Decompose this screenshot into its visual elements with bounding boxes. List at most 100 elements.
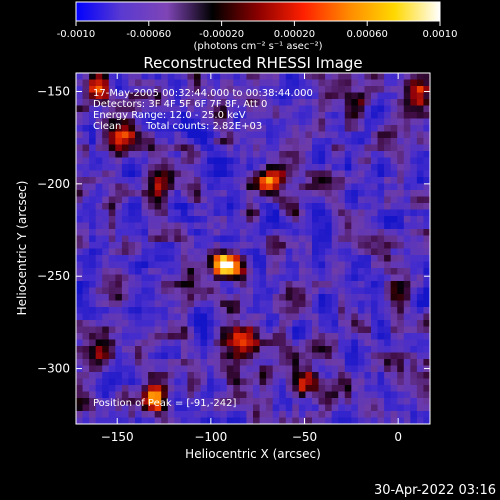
heatmap-cell xyxy=(318,86,326,93)
heatmap-cell xyxy=(148,287,156,295)
heatmap-cell xyxy=(220,333,228,340)
heatmap-cell xyxy=(279,281,287,288)
heatmap-cell xyxy=(246,196,254,204)
heatmap-cell xyxy=(416,92,424,100)
heatmap-cell xyxy=(292,209,300,217)
heatmap-cell xyxy=(95,242,103,249)
heatmap-cell xyxy=(410,118,418,126)
heatmap-cell xyxy=(174,144,182,152)
heatmap-cell xyxy=(207,190,215,197)
heatmap-cell xyxy=(279,365,287,373)
heatmap-cell xyxy=(266,203,274,210)
heatmap-cell xyxy=(76,105,83,113)
heatmap-cell xyxy=(180,261,188,269)
axis-ticks: −150 −100 −50 0−150−200−250−300 xyxy=(37,73,430,444)
heatmap-cell xyxy=(377,209,385,217)
heatmap-cell xyxy=(423,216,430,223)
heatmap-cell xyxy=(325,138,333,145)
heatmap-cell xyxy=(312,92,319,100)
heatmap-cell xyxy=(403,255,411,262)
heatmap-cell xyxy=(200,391,208,399)
heatmap-cell xyxy=(213,261,221,269)
heatmap-cell xyxy=(207,138,215,145)
heatmap-cell xyxy=(167,99,175,106)
heatmap-cell xyxy=(187,326,195,334)
heatmap-cell xyxy=(325,183,333,191)
heatmap-cell xyxy=(246,235,254,243)
heatmap-cell xyxy=(397,372,405,379)
heatmap-cell xyxy=(384,391,392,399)
heatmap-cell xyxy=(416,346,424,353)
heatmap-cell xyxy=(226,372,234,379)
heatmap-cell xyxy=(115,411,123,418)
heatmap-cell xyxy=(128,411,136,418)
heatmap-cell xyxy=(259,151,267,158)
heatmap-cell xyxy=(128,235,136,243)
heatmap-cell xyxy=(187,352,195,360)
heatmap-cell xyxy=(135,183,142,191)
heatmap-cell xyxy=(207,112,215,119)
heatmap-cell xyxy=(357,307,365,314)
heatmap-cell xyxy=(384,339,392,347)
heatmap-cell xyxy=(174,294,182,301)
heatmap-cell xyxy=(141,170,149,178)
heatmap-cell xyxy=(318,144,326,152)
heatmap-cell xyxy=(272,365,280,373)
heatmap-cell xyxy=(76,255,83,262)
heatmap-cell xyxy=(364,320,372,327)
heatmap-cell xyxy=(95,339,103,347)
heatmap-cell xyxy=(82,229,90,236)
heatmap-cell xyxy=(325,229,333,236)
heatmap-cell xyxy=(82,365,90,373)
heatmap-cell xyxy=(423,138,430,145)
heatmap-cell xyxy=(371,216,378,223)
heatmap-cell xyxy=(377,274,385,282)
heatmap-cell xyxy=(141,255,149,262)
heatmap-cell xyxy=(148,385,156,392)
heatmap-cell xyxy=(82,411,90,418)
heatmap-cell xyxy=(410,216,418,223)
heatmap-cell xyxy=(154,216,162,223)
heatmap-cell xyxy=(318,73,326,80)
colorbar xyxy=(75,1,441,22)
heatmap-cell xyxy=(194,203,201,210)
heatmap-cell xyxy=(397,287,405,295)
heatmap-cell xyxy=(266,86,274,93)
heatmap-cell xyxy=(305,105,313,113)
heatmap-cell xyxy=(272,144,280,152)
heatmap-cell xyxy=(121,125,129,132)
heatmap-cell xyxy=(220,242,228,249)
heatmap-cell xyxy=(351,404,359,412)
heatmap-cell xyxy=(259,248,267,256)
heatmap-cell xyxy=(292,203,300,210)
heatmap-cell xyxy=(239,131,247,139)
heatmap-cell xyxy=(390,216,398,223)
heatmap-cell xyxy=(377,378,385,386)
heatmap-cell xyxy=(89,346,97,353)
heatmap-cell xyxy=(351,248,359,256)
heatmap-cell xyxy=(266,209,274,217)
heatmap-cell xyxy=(174,365,182,373)
heatmap-cell xyxy=(128,274,136,282)
heatmap-cell xyxy=(200,307,208,314)
heatmap-cell xyxy=(403,99,411,106)
heatmap-cell xyxy=(108,326,116,334)
heatmap-cell xyxy=(187,274,195,282)
heatmap-cell xyxy=(89,248,97,256)
heatmap-cell xyxy=(233,157,241,165)
heatmap-cell xyxy=(371,144,378,152)
heatmap-cell xyxy=(410,222,418,230)
heatmap-cell xyxy=(351,164,359,171)
heatmap-cell xyxy=(325,131,333,139)
heatmap-cell xyxy=(154,281,162,288)
heatmap-cell xyxy=(272,131,280,139)
heatmap-cell xyxy=(115,372,123,379)
heatmap-cell xyxy=(338,359,346,366)
heatmap-cell xyxy=(220,274,228,282)
heatmap-cell xyxy=(338,216,346,223)
heatmap-cell xyxy=(377,294,385,301)
heatmap-cell xyxy=(318,190,326,197)
heatmap-cell xyxy=(331,268,339,275)
heatmap-cell xyxy=(226,378,234,386)
heatmap-cell xyxy=(416,151,424,158)
